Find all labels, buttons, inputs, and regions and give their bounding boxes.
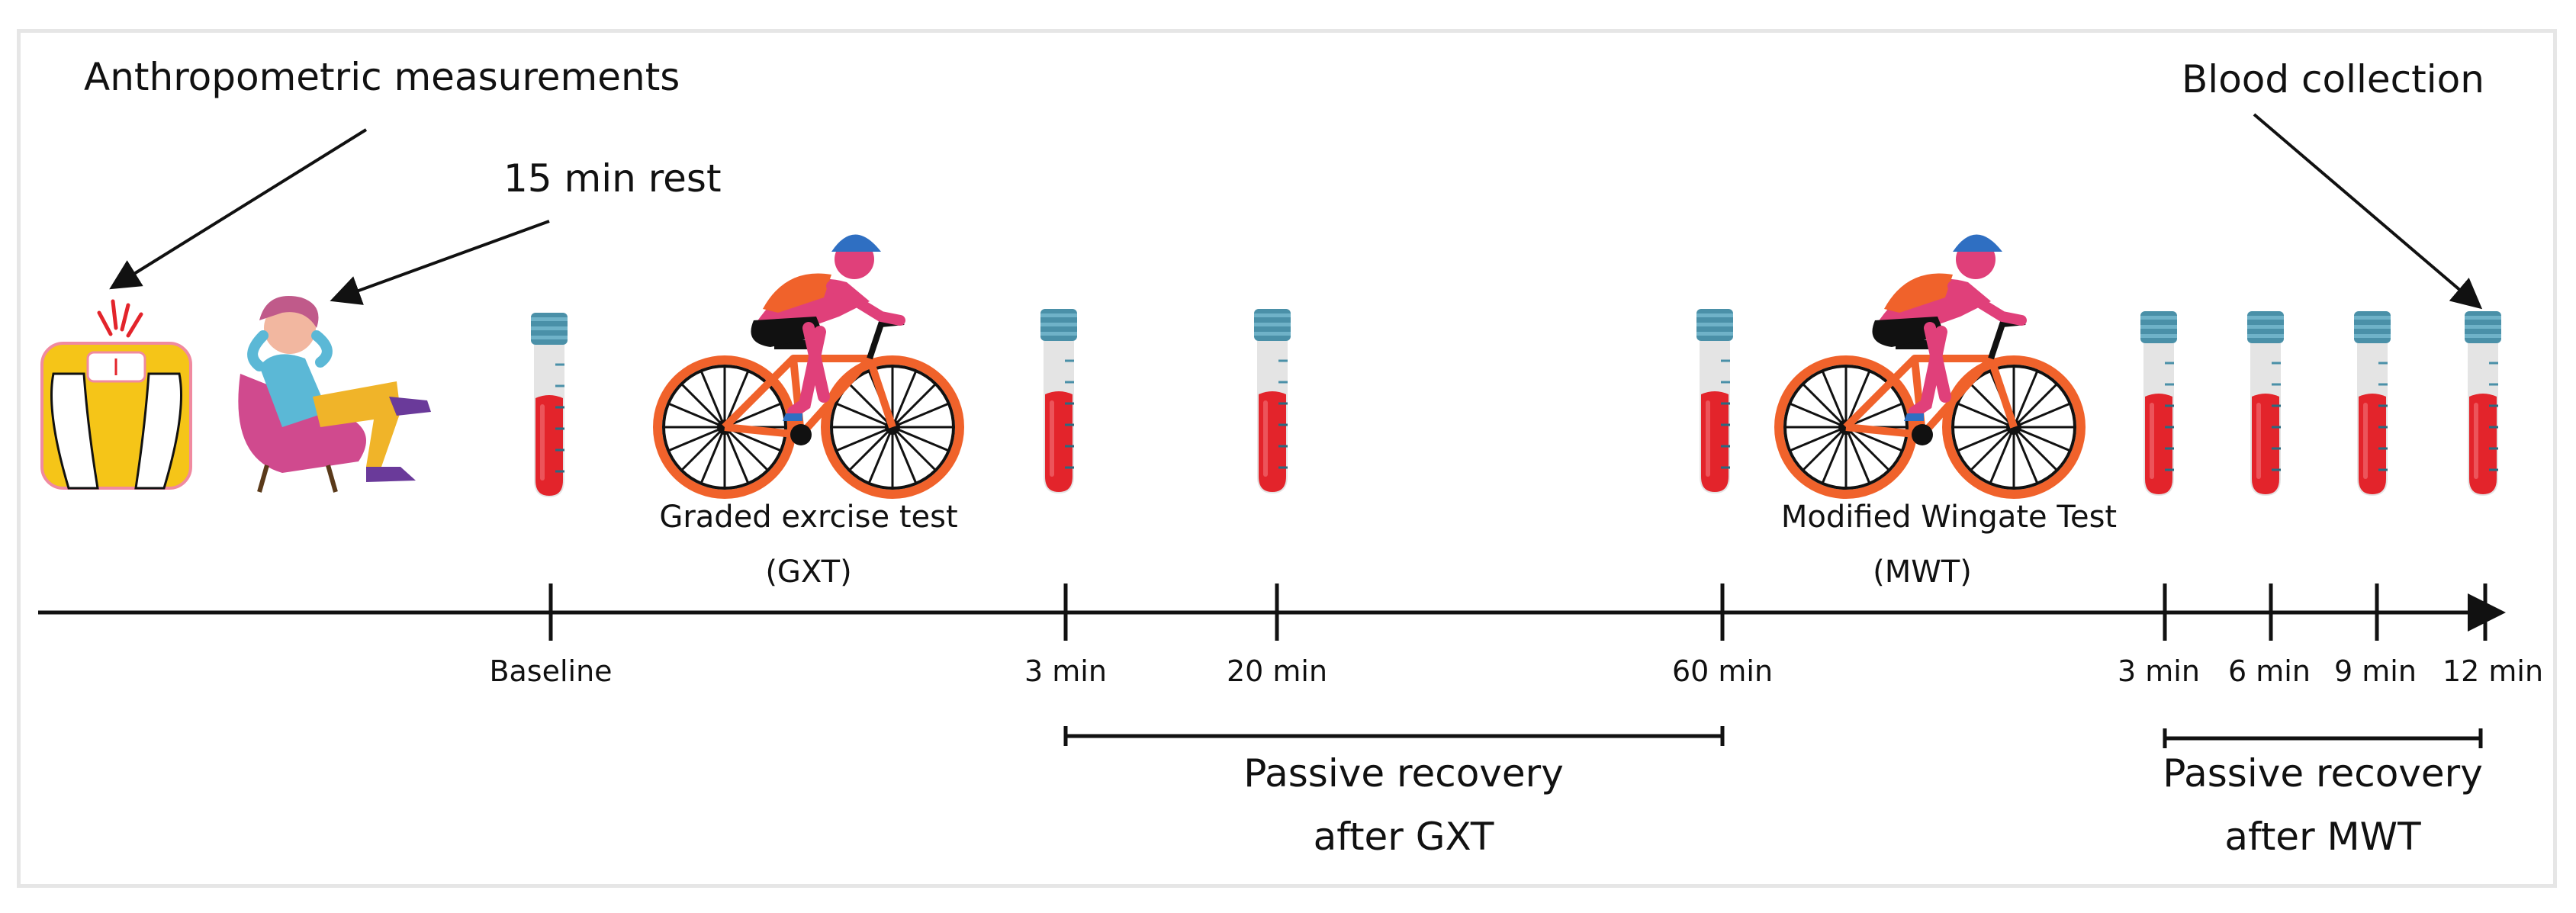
tick-label: 60 min — [1671, 654, 1774, 688]
mwt-recovery-line2: after MWT — [2224, 815, 2421, 859]
tick-label: 3 min — [1024, 654, 1107, 688]
tick-label: 20 min — [1226, 654, 1328, 688]
gxt-name: Graded exrcise test — [659, 500, 958, 535]
mwt-abbr: (MWT) — [1873, 555, 1972, 590]
timeline-ticks — [548, 583, 2488, 641]
arrow-to-scale — [109, 128, 368, 290]
blood-tube-icon — [529, 311, 569, 499]
cyclist-icon — [658, 235, 960, 495]
mwt-recovery-bracket — [2163, 728, 2483, 748]
arrow-to-rest — [330, 220, 550, 305]
tick-label: 9 min — [2334, 654, 2417, 688]
gxt-recovery-bracket — [1063, 726, 1725, 746]
cyclist-icon — [1779, 235, 2081, 495]
arrow-to-tube — [2253, 113, 2483, 310]
mwt-name: Modified Wingate Test — [1780, 500, 2118, 535]
blood-tube-icon — [2139, 310, 2179, 497]
tick-label: 3 min — [2118, 654, 2200, 688]
blood-tube-icon — [2246, 310, 2285, 497]
blood-tube-icon — [1253, 307, 1292, 495]
blood-tube-icon — [1039, 307, 1079, 495]
blood-tube-icon — [2463, 310, 2503, 497]
blood-collection-label: Blood collection — [2182, 57, 2484, 101]
gxt-abbr: (GXT) — [765, 555, 852, 590]
tick-label: Baseline — [489, 654, 613, 688]
tick-label: 6 min — [2228, 654, 2311, 688]
rest-label: 15 min rest — [503, 156, 722, 201]
gxt-recovery-line2: after GXT — [1313, 815, 1494, 859]
blood-tube-icon — [2352, 310, 2392, 497]
resting-person-icon — [238, 296, 431, 493]
gxt-recovery-line1: Passive recovery — [1243, 751, 1564, 796]
mwt-recovery-line1: Passive recovery — [2163, 751, 2483, 796]
blood-tube-icon — [1695, 307, 1735, 495]
weighing-scale-icon — [40, 299, 192, 490]
anthropometric-label: Anthropometric measurements — [84, 55, 680, 99]
tick-label: 12 min — [2442, 654, 2544, 688]
